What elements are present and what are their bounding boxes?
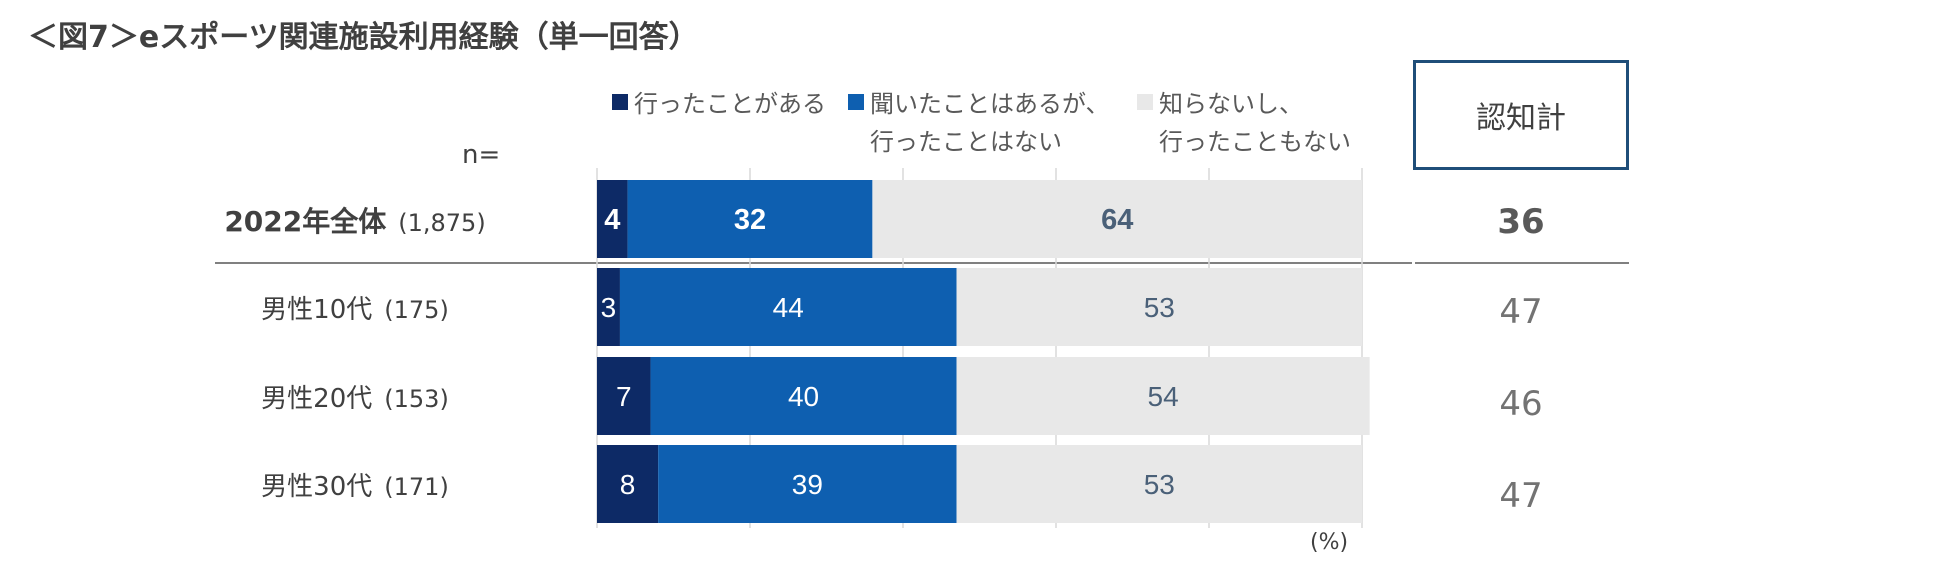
legend-swatch-visited bbox=[612, 94, 628, 110]
bar-segment-unknown bbox=[956, 268, 1362, 346]
row-label-male-20s: 男性20代 (153) bbox=[160, 378, 550, 415]
legend-item-visited: 行ったことがある bbox=[612, 84, 826, 119]
bar-value-label: 4 bbox=[604, 204, 620, 236]
row-category: 男性10代 bbox=[261, 295, 373, 325]
n-label: n= bbox=[462, 140, 501, 170]
row-n: (1,875) bbox=[398, 209, 486, 237]
legend-label-visited: 行ったことがある bbox=[634, 90, 826, 118]
bar-value-label: 64 bbox=[1101, 204, 1133, 236]
row-label-male-30s: 男性30代 (171) bbox=[160, 466, 550, 503]
unit-label: (%) bbox=[1310, 530, 1349, 555]
bar-segment-visited bbox=[597, 180, 628, 258]
ninchi-value-male-30s: 47 bbox=[1499, 476, 1543, 516]
bar-segment-visited bbox=[597, 357, 651, 435]
bar-segment-heard bbox=[650, 357, 957, 435]
bar-value-label: 53 bbox=[1144, 469, 1175, 500]
row-category: 2022年全体 bbox=[224, 205, 387, 238]
separator-line-right bbox=[1415, 262, 1629, 264]
ninchi-header-label: 認知計 bbox=[1476, 101, 1566, 136]
legend-label-heard-line1: 聞いたことはあるが、 bbox=[870, 90, 1110, 118]
row-category: 男性20代 bbox=[261, 384, 373, 414]
bar-value-label: 8 bbox=[620, 469, 636, 500]
row-category: 男性30代 bbox=[261, 472, 373, 502]
ninchi-value-total: 36 bbox=[1497, 202, 1545, 242]
row-label-total: 2022年全体 (1,875) bbox=[160, 200, 550, 240]
legend-label-unknown-line2: 行ったこともない bbox=[1159, 128, 1351, 156]
bar-segment-unknown bbox=[872, 180, 1362, 258]
legend-label-heard-line2: 行ったことはない bbox=[870, 128, 1062, 156]
separator-line-left bbox=[215, 262, 1412, 264]
row-n: (171) bbox=[384, 473, 449, 501]
bar-segment-heard bbox=[658, 445, 957, 523]
bar-value-label: 32 bbox=[734, 204, 766, 236]
bar-value-label: 40 bbox=[788, 381, 819, 412]
legend-item-unknown: 知らないし、 行ったこともない bbox=[1137, 84, 1351, 156]
bar-value-label: 39 bbox=[792, 469, 823, 500]
bar-value-label: 54 bbox=[1148, 381, 1179, 412]
bar-segment-heard bbox=[627, 180, 873, 258]
row-label-male-10s: 男性10代 (175) bbox=[160, 289, 550, 326]
legend-swatch-unknown bbox=[1137, 94, 1153, 110]
ninchi-header: 認知計 bbox=[1413, 60, 1629, 170]
bar-segment-visited bbox=[597, 268, 620, 346]
bar-value-label: 44 bbox=[773, 292, 804, 323]
ninchi-value-male-20s: 46 bbox=[1499, 384, 1543, 424]
bar-segment-unknown bbox=[956, 357, 1370, 435]
bar-value-label: 53 bbox=[1144, 292, 1175, 323]
legend-item-heard: 聞いたことはあるが、 行ったことはない bbox=[848, 84, 1110, 156]
row-n: (153) bbox=[384, 385, 449, 413]
bar-segment-visited bbox=[597, 445, 659, 523]
bar-segment-heard bbox=[619, 268, 957, 346]
legend-label-unknown-line1: 知らないし、 bbox=[1159, 90, 1303, 118]
ninchi-value-male-10s: 47 bbox=[1499, 292, 1543, 332]
bar-value-label: 3 bbox=[601, 292, 617, 323]
legend-swatch-heard bbox=[848, 94, 864, 110]
row-n: (175) bbox=[384, 296, 449, 324]
bar-segment-unknown bbox=[956, 445, 1362, 523]
bar-value-label: 7 bbox=[616, 381, 632, 412]
chart-title: ＜図7＞eスポーツ関連施設利用経験（単一回答） bbox=[28, 20, 699, 55]
